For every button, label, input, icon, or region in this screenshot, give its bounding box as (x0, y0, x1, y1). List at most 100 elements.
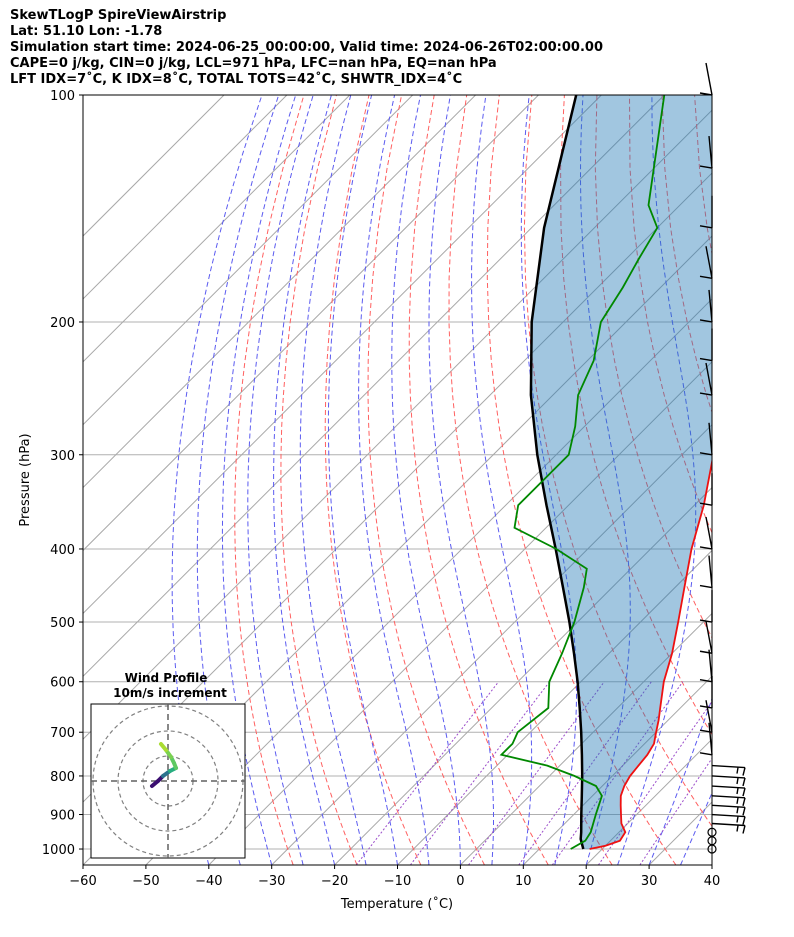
wind-barb (699, 246, 713, 279)
barb-staff (711, 804, 746, 808)
mixing-ratio-line (518, 681, 652, 865)
barb-flag (742, 777, 746, 787)
wind-barb (711, 785, 746, 797)
dry-adiabat (560, 95, 712, 736)
moist-adiabat (711, 863, 712, 865)
wind-barb (711, 804, 746, 816)
barb-staff (708, 649, 713, 682)
y-tick-label: 1000 (42, 843, 75, 858)
barb-staff (711, 775, 746, 779)
isotherm (83, 95, 665, 678)
moist-adiabat (680, 791, 712, 865)
barb-flag (699, 319, 713, 323)
barb-flag (699, 275, 713, 279)
moist-adiabat (299, 95, 367, 865)
temperature-profile-line (589, 457, 712, 850)
barb-flag (699, 679, 713, 683)
y-tick-label: 600 (50, 676, 75, 691)
moist-adiabat (327, 95, 398, 865)
dry-adiabat (523, 95, 712, 828)
barb-flag (699, 650, 713, 654)
barb-flag (736, 767, 739, 774)
cape-fill-area (530, 95, 712, 849)
barb-flag (736, 825, 739, 832)
x-tick-label: 30 (641, 874, 658, 889)
wind-barb (699, 473, 713, 506)
wind-barb (711, 795, 746, 806)
isotherm (83, 95, 414, 426)
wind-barb (699, 328, 713, 362)
mixing-ratio-line (639, 757, 712, 865)
wind-barb (711, 813, 746, 825)
x-tick-label: 10 (515, 874, 532, 889)
isotherm (83, 95, 288, 300)
axis-ticks: −60 −50 −40 −30 −20 −10 0 10 20 30 40 1000 900 800 700… (42, 89, 720, 889)
barb-staff (708, 136, 713, 169)
barb-flag (736, 816, 739, 823)
barb-staff (705, 516, 713, 550)
x-tick-label: −20 (321, 874, 348, 889)
cape-cin-shading (530, 95, 712, 849)
isotherm (83, 95, 225, 237)
barb-staff (711, 795, 746, 799)
hodograph-trace-segment (159, 742, 168, 752)
moist-adiabat (744, 95, 794, 865)
wind-barb (699, 422, 713, 456)
wind-barb (699, 362, 713, 396)
barb-flag (699, 584, 713, 589)
barb-staff (711, 822, 746, 827)
barb-flag (699, 705, 713, 709)
wind-barb (711, 822, 746, 834)
barb-flag (742, 816, 746, 825)
barb-staff (705, 621, 713, 654)
dewpoint-profile-line (499, 95, 666, 850)
barb-flag (736, 777, 739, 785)
x-tick-label: −10 (384, 874, 411, 889)
chart-title: SkewTLogP SpireViewAirstrip (10, 8, 227, 23)
mixing-ratio-line (551, 681, 684, 865)
barb-staff (711, 813, 746, 818)
barb-flag (699, 619, 713, 623)
wind-barb (699, 621, 713, 654)
barb-staff (708, 555, 713, 588)
barb-flag (699, 546, 713, 550)
x-tick-label: −30 (258, 874, 285, 889)
wind-barb (699, 555, 713, 589)
y-tick-label: 300 (50, 449, 75, 464)
isotherm (271, 423, 712, 865)
y-axis-label: Pressure (hPa) (18, 433, 33, 526)
wind-barb (707, 827, 717, 837)
isotherm (334, 486, 712, 865)
barb-flag (699, 752, 713, 756)
barb-flag (742, 797, 746, 806)
wind-barb (699, 62, 713, 96)
y-tick-label: 200 (50, 316, 75, 331)
moist-adiabat (520, 95, 577, 865)
wind-barb (699, 136, 713, 169)
moist-adiabat (471, 95, 533, 865)
barb-flag (742, 825, 746, 834)
barb-staff (705, 700, 713, 733)
barb-flag (742, 767, 746, 776)
barb-staff (705, 62, 713, 96)
dry-adiabat (408, 95, 549, 865)
isotherm (397, 549, 712, 865)
y-tick-label: 800 (50, 770, 75, 785)
x-tick-label: −60 (69, 874, 96, 889)
wind-barb (699, 700, 713, 733)
dry-adiabat (727, 95, 794, 865)
barb-staff (705, 246, 713, 279)
barb-flag (699, 502, 713, 506)
isotherm (145, 298, 712, 865)
barb-staff (711, 785, 746, 789)
wind-barb (711, 775, 746, 787)
profile-lines (499, 95, 712, 850)
dry-adiabat (324, 95, 422, 865)
location-line: Lat: 51.10 Lon: -1.78 (10, 24, 163, 39)
hodograph-ring (117, 730, 219, 832)
dry-adiabat (486, 95, 677, 865)
hodograph-rings (91, 704, 245, 858)
stability-indices-line: LFT IDX=7˚C, K IDX=8˚C, TOTAL TOTS=42˚C,… (10, 72, 463, 87)
dry-adiabat (448, 95, 613, 865)
